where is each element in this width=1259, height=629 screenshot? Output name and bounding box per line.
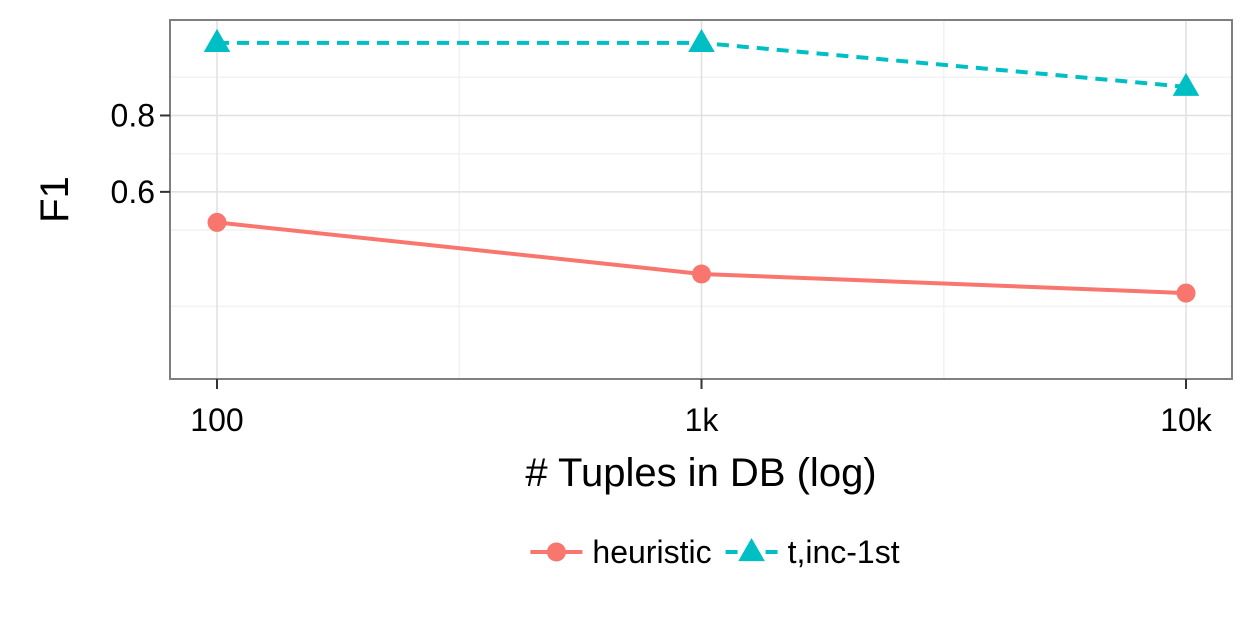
data-point <box>1172 72 1200 96</box>
x-axis-title: # Tuples in DB (log) <box>525 451 876 495</box>
y-axis: 0.6 0.8 <box>111 97 170 210</box>
data-point <box>203 28 231 53</box>
series-2 <box>203 28 1200 96</box>
data-point <box>207 212 227 232</box>
x-tick-label: 1k <box>685 402 720 438</box>
data-point <box>688 28 715 53</box>
y-tick-label: 0.8 <box>111 97 155 133</box>
legend: heuristic t,inc-1st <box>530 534 900 570</box>
legend-label: heuristic <box>592 534 711 570</box>
series-1 <box>207 212 1196 303</box>
x-tick-label: 10k <box>1160 402 1213 438</box>
legend-label: t,inc-1st <box>788 534 900 570</box>
legend-item-2: t,inc-1st <box>725 534 900 570</box>
legend-item-1: heuristic <box>530 534 712 570</box>
legend-key-marker <box>738 538 765 562</box>
data-point <box>1176 283 1196 303</box>
legend-key-marker <box>546 542 566 562</box>
series-layer <box>203 28 1200 303</box>
x-tick-label: 100 <box>190 402 243 438</box>
y-tick-label: 0.6 <box>111 174 155 210</box>
x-axis: 100 1k 10k <box>190 379 1213 438</box>
y-axis-title: F1 <box>33 176 77 223</box>
data-point <box>692 264 711 284</box>
